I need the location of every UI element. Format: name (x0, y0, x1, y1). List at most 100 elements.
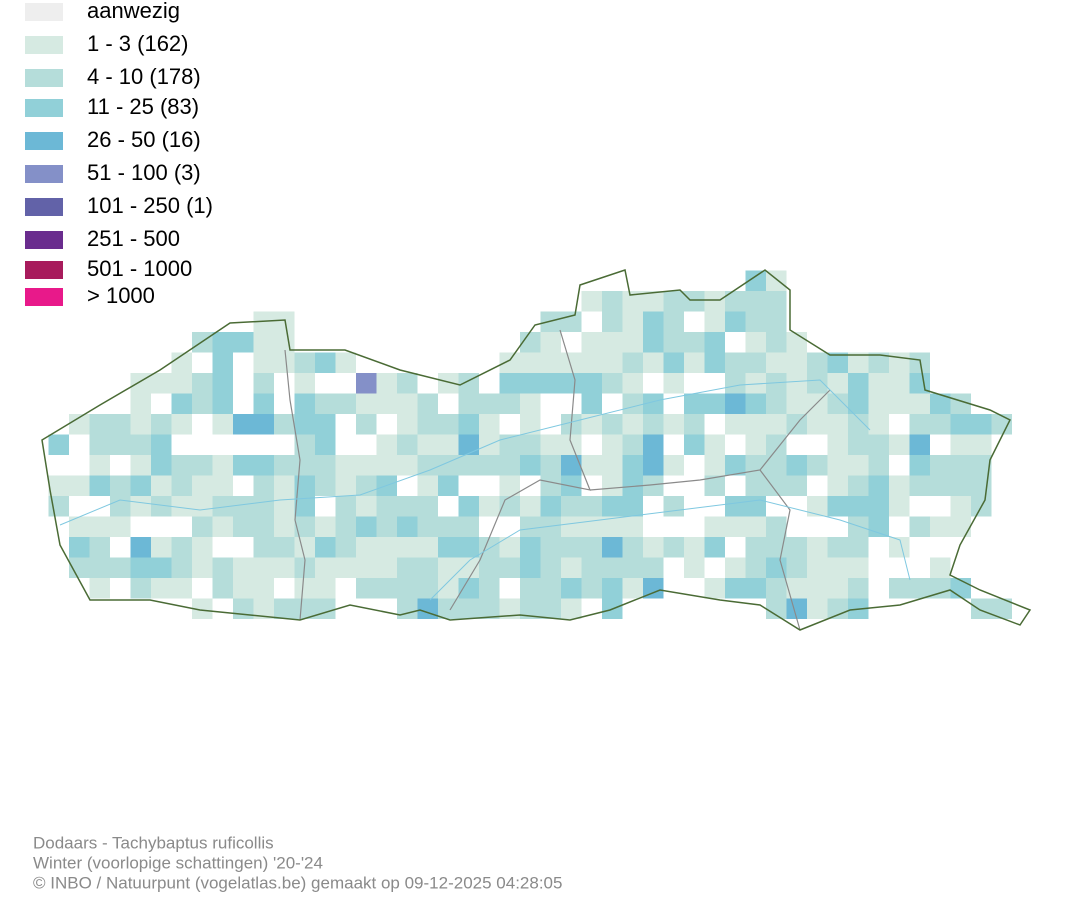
grid-cell (376, 434, 397, 455)
grid-cell (151, 475, 172, 496)
grid-cell (684, 291, 705, 312)
grid-cell (130, 414, 151, 435)
grid-cell (807, 496, 828, 517)
grid-cell (540, 332, 561, 353)
grid-cell (745, 393, 766, 414)
grid-cell (130, 393, 151, 414)
grid-cell (684, 414, 705, 435)
legend-swatch (25, 99, 63, 117)
grid-cell (827, 414, 848, 435)
grid-cell (643, 311, 664, 332)
grid-cell (602, 414, 623, 435)
grid-cell (581, 516, 602, 537)
grid-cell (397, 496, 418, 517)
grid-cell (520, 455, 541, 476)
grid-cell (868, 414, 889, 435)
grid-cell (294, 516, 315, 537)
river (429, 499, 911, 601)
legend-label: 4 - 10 (178) (87, 64, 201, 89)
grid-cell (110, 475, 131, 496)
grid-cell (212, 352, 233, 373)
grid-cell (233, 332, 254, 353)
grid-cell (704, 475, 725, 496)
grid-cell (930, 414, 951, 435)
grid-cell (479, 414, 500, 435)
grid-cell (725, 311, 746, 332)
grid-cell (807, 557, 828, 578)
grid-cell (848, 578, 869, 599)
grid-cell (848, 434, 869, 455)
grid-cell (233, 578, 254, 599)
grid-cell (786, 598, 807, 619)
grid-cell (889, 352, 910, 373)
grid-cell (766, 414, 787, 435)
grid-cell (786, 557, 807, 578)
grid-cell (294, 352, 315, 373)
grid-cell (438, 475, 459, 496)
grid-cell (356, 455, 377, 476)
grid-cell (663, 455, 684, 476)
grid-cell (704, 332, 725, 353)
grid-cell (192, 393, 213, 414)
grid-cell (622, 291, 643, 312)
grid-cell (561, 578, 582, 599)
grid-cell (561, 434, 582, 455)
grid-cell (540, 352, 561, 373)
grid-cell (622, 414, 643, 435)
grid-cell (827, 455, 848, 476)
grid-cell (151, 496, 172, 517)
grid-cell (110, 516, 131, 537)
grid-cell (766, 455, 787, 476)
grid-cell (171, 393, 192, 414)
grid-cell (356, 537, 377, 558)
grid-cell (151, 537, 172, 558)
grid-cell (171, 414, 192, 435)
grid-cell (110, 496, 131, 517)
grid-cell (192, 373, 213, 394)
grid-cell (807, 578, 828, 599)
grid-cell (458, 537, 479, 558)
grid-cell (130, 496, 151, 517)
grid-cell (766, 291, 787, 312)
grid-cell (561, 557, 582, 578)
grid-cell (643, 393, 664, 414)
grid-cell (971, 434, 992, 455)
legend-label: aanwezig (87, 0, 180, 23)
grid-cell (622, 516, 643, 537)
grid-cell (643, 352, 664, 373)
grid-cell (438, 373, 459, 394)
grid-cell (335, 496, 356, 517)
grid-cell (745, 516, 766, 537)
grid-cell (827, 598, 848, 619)
grid-cell (561, 311, 582, 332)
legend-swatch (25, 132, 63, 150)
grid-cell (192, 455, 213, 476)
grid-cell (397, 414, 418, 435)
grid-cell (766, 373, 787, 394)
grid-cell (663, 311, 684, 332)
grid-cell (643, 291, 664, 312)
grid-cell (212, 496, 233, 517)
region-outline (41, 269, 1032, 631)
grid-cell (315, 598, 336, 619)
province-border (284, 349, 306, 621)
grid-cell (868, 475, 889, 496)
grid-cell (48, 434, 69, 455)
grid-cell (151, 557, 172, 578)
grid-cell (766, 352, 787, 373)
grid-cell (643, 414, 664, 435)
grid-cell (971, 414, 992, 435)
grid-cell (766, 516, 787, 537)
grid-cell (868, 352, 889, 373)
grid-cell (376, 455, 397, 476)
grid-cell (212, 557, 233, 578)
grid-cell (663, 414, 684, 435)
grid-cell (704, 516, 725, 537)
grid-cell (417, 537, 438, 558)
grid-cell (171, 373, 192, 394)
grid-cell (540, 516, 561, 537)
grid-cell (130, 455, 151, 476)
grid-cell (294, 537, 315, 558)
grid-cell (458, 434, 479, 455)
